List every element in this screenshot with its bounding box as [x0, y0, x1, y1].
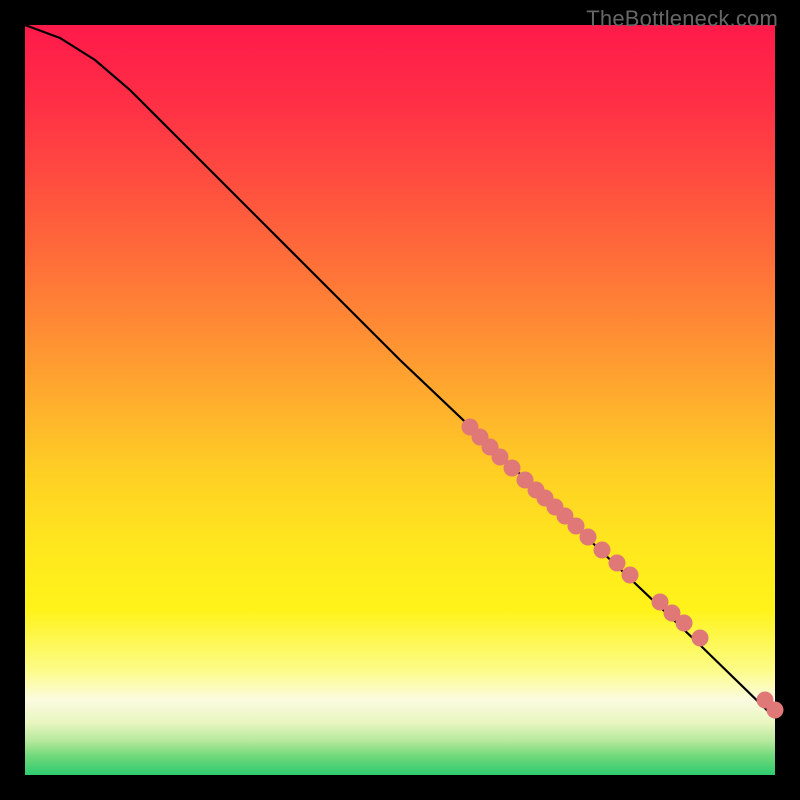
scatter-point [622, 567, 639, 584]
plot-background [25, 25, 775, 775]
scatter-point [504, 460, 521, 477]
scatter-point [767, 702, 784, 719]
scatter-point [676, 615, 693, 632]
scatter-point [594, 542, 611, 559]
scatter-point [609, 555, 626, 572]
watermark-text: TheBottleneck.com [586, 6, 778, 32]
scatter-point [580, 529, 597, 546]
scatter-point [692, 630, 709, 647]
chart-svg [0, 0, 800, 800]
chart-container: TheBottleneck.com [0, 0, 800, 800]
